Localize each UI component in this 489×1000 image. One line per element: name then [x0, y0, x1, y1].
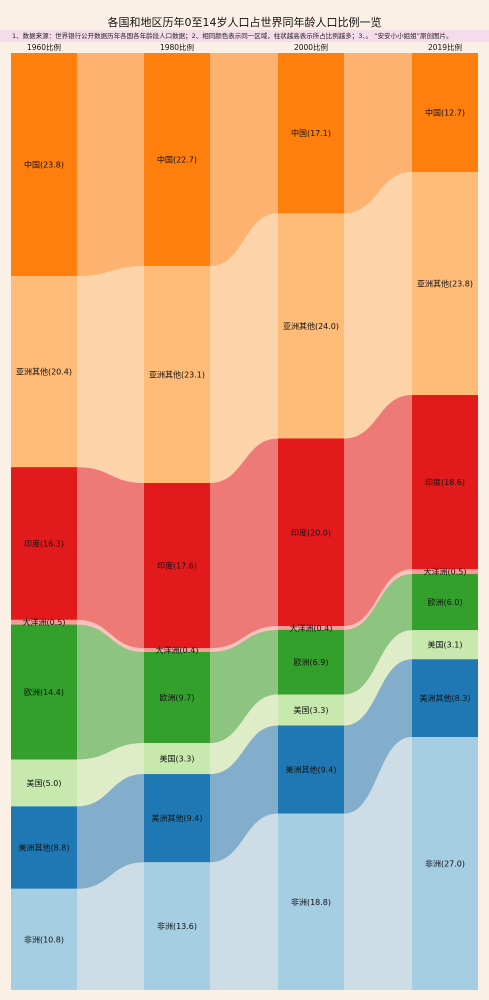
bar-label-印度-0: 印度(16.3) — [24, 539, 64, 549]
bar-非洲-3 — [412, 737, 478, 990]
bar-美国-2 — [278, 694, 344, 726]
flow-大洋洲-1 — [210, 626, 278, 653]
bar-美洲其他-0 — [11, 806, 77, 889]
bar-印度-2 — [278, 438, 344, 627]
bar-label-亚洲其他-1: 亚洲其他(23.1) — [149, 370, 205, 380]
column-label-3: 2019比例 — [428, 42, 462, 52]
flow-中国-0 — [77, 53, 144, 277]
flow-美洲其他-2 — [344, 659, 412, 814]
bar-label-中国-2: 中国(17.1) — [291, 128, 331, 138]
flow-亚洲其他-2 — [344, 171, 412, 439]
bar-亚洲其他-2 — [278, 213, 344, 439]
bar-label-大洋洲-3: 大洋洲(0.5) — [424, 567, 467, 577]
bar-label-大洋洲-1: 大洋洲(0.4) — [156, 645, 199, 655]
bar-label-中国-1: 中国(22.7) — [157, 155, 197, 165]
bar-非洲-1 — [144, 862, 210, 990]
bar-欧洲-1 — [144, 652, 210, 744]
flow-美洲其他-0 — [77, 774, 144, 889]
bar-非洲-0 — [11, 888, 77, 990]
bar-亚洲其他-0 — [11, 276, 77, 468]
bar-label-非洲-0: 非洲(10.8) — [24, 934, 64, 944]
bar-中国-3 — [412, 53, 478, 172]
flow-欧洲-2 — [344, 573, 412, 695]
bar-大洋洲-1 — [144, 648, 210, 653]
flow-非洲-0 — [77, 862, 144, 990]
bar-label-大洋洲-0: 大洋洲(0.5) — [23, 617, 66, 627]
bar-label-欧洲-2: 欧洲(6.9) — [294, 657, 329, 667]
bar-label-亚洲其他-2: 亚洲其他(24.0) — [283, 321, 339, 331]
flow-欧洲-0 — [77, 624, 144, 760]
bar-美洲其他-3 — [412, 659, 478, 738]
bar-印度-0 — [11, 467, 77, 620]
bar-label-中国-3: 中国(12.7) — [425, 107, 465, 117]
bar-大洋洲-0 — [11, 619, 77, 625]
chart-title: 各国和地区历年0至14岁人口占世界同年龄人口比例一览 — [107, 16, 382, 29]
flow-美国-2 — [344, 630, 412, 726]
bar-美洲其他-1 — [144, 774, 210, 863]
bar-欧洲-0 — [11, 624, 77, 760]
bar-大洋洲-2 — [278, 626, 344, 630]
bar-label-印度-2: 印度(20.0) — [291, 527, 331, 537]
bar-美国-3 — [412, 630, 478, 660]
bar-label-美国-3: 美国(3.1) — [428, 640, 463, 650]
bar-印度-1 — [144, 483, 210, 649]
flow-印度-2 — [344, 395, 412, 627]
bar-美国-1 — [144, 743, 210, 775]
bar-印度-3 — [412, 395, 478, 570]
bar-label-亚洲其他-0: 亚洲其他(20.4) — [16, 367, 72, 377]
bar-中国-0 — [11, 53, 77, 277]
chart-note: 1、数据来源：世界银行公开数据历年各国各年龄段人口数据；2、相同颜色表示同一区域… — [0, 30, 489, 42]
flow-非洲-2 — [344, 737, 412, 990]
bar-label-美国-0: 美国(5.0) — [27, 778, 62, 788]
flow-非洲-1 — [210, 813, 278, 990]
flows — [77, 53, 412, 990]
bar-label-非洲-2: 非洲(18.8) — [291, 897, 331, 907]
bar-label-中国-0: 中国(23.8) — [24, 160, 64, 170]
bar-label-美洲其他-1: 美洲其他(9.4) — [152, 813, 203, 823]
flow-中国-1 — [210, 53, 278, 267]
bar-label-非洲-3: 非洲(27.0) — [425, 859, 465, 869]
flow-欧洲-1 — [210, 629, 278, 744]
column-label-0: 1960比例 — [27, 42, 61, 52]
bar-label-印度-1: 印度(17.6) — [157, 561, 197, 571]
bar-非洲-2 — [278, 813, 344, 990]
bar-label-亚洲其他-3: 亚洲其他(23.8) — [417, 279, 473, 289]
flow-大洋洲-0 — [77, 619, 144, 653]
bar-欧洲-2 — [278, 629, 344, 695]
flow-亚洲其他-0 — [77, 266, 144, 484]
bar-中国-2 — [278, 53, 344, 214]
flow-亚洲其他-1 — [210, 213, 278, 484]
bar-label-美国-1: 美国(3.3) — [160, 754, 195, 764]
bar-中国-1 — [144, 53, 210, 267]
flow-印度-0 — [77, 467, 144, 649]
bar-欧洲-3 — [412, 573, 478, 631]
flow-美洲其他-1 — [210, 725, 278, 863]
bar-亚洲其他-3 — [412, 171, 478, 396]
flow-印度-1 — [210, 438, 278, 649]
bar-亚洲其他-1 — [144, 266, 210, 484]
flow-大洋洲-2 — [344, 569, 412, 630]
bar-label-美国-2: 美国(3.3) — [294, 705, 329, 715]
bar-label-大洋洲-2: 大洋洲(0.4) — [290, 623, 333, 633]
bar-label-欧洲-0: 欧洲(14.4) — [24, 687, 64, 697]
bar-label-印度-3: 印度(18.6) — [425, 477, 465, 487]
flow-中国-2 — [344, 53, 412, 214]
flow-美国-1 — [210, 694, 278, 775]
bar-label-美洲其他-2: 美洲其他(9.4) — [286, 765, 337, 775]
bar-label-欧洲-1: 欧洲(9.7) — [160, 693, 195, 703]
bar-大洋洲-3 — [412, 569, 478, 574]
bar-label-美洲其他-3: 美洲其他(8.3) — [420, 693, 471, 703]
bar-美洲其他-2 — [278, 725, 344, 814]
column-label-2: 2000比例 — [294, 42, 328, 52]
column-label-1: 1980比例 — [160, 42, 194, 52]
bar-label-美洲其他-0: 美洲其他(8.8) — [19, 843, 70, 853]
bar-美国-0 — [11, 759, 77, 807]
flow-美国-0 — [77, 743, 144, 807]
bar-label-非洲-1: 非洲(13.6) — [157, 921, 197, 931]
bar-label-欧洲-3: 欧洲(6.0) — [428, 597, 463, 607]
